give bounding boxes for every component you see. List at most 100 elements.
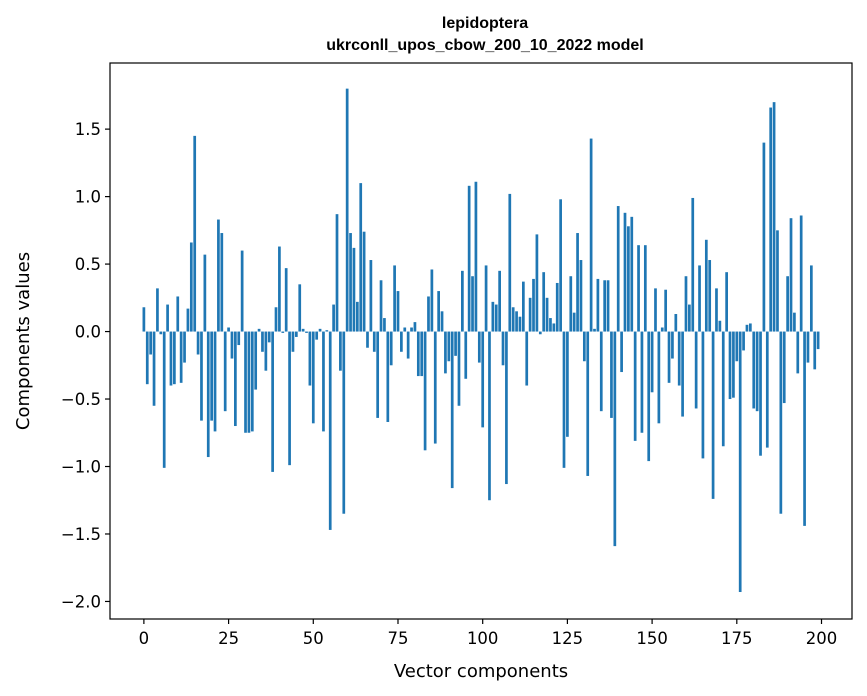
bar-152 [657,331,661,424]
bar-103 [491,301,495,332]
chart-title: lepidoptera [442,15,528,32]
bar-28 [237,331,241,346]
bar-36 [264,331,268,371]
bar-30 [244,331,247,433]
bar-58 [339,331,342,371]
bar-172 [725,272,728,332]
bar-171 [721,331,725,447]
bar-139 [613,331,617,547]
x-tick-label-50: 50 [303,629,324,648]
bar-37 [267,331,271,343]
x-tick-label-200: 200 [806,629,838,648]
bar-144 [630,216,634,332]
bar-164 [698,265,701,332]
bar-32 [250,331,254,432]
bar-124 [562,331,566,468]
plot-frame [109,62,853,620]
bar-52 [318,328,322,332]
bar-18 [203,254,207,332]
bar-176 [738,331,742,593]
bar-22 [217,219,220,332]
bar-170 [718,320,722,332]
bar-84 [427,296,430,332]
bar-93 [457,331,461,406]
bar-169 [715,288,718,332]
bar-166 [704,239,708,332]
bar-156 [671,331,674,359]
bar-185 [769,107,773,332]
y-tick-label-4: 0.0 [75,323,101,342]
bar-17 [200,331,203,421]
bar-60 [345,88,349,332]
bar-109 [511,307,515,332]
bar-10 [176,296,180,332]
bar-55 [328,331,332,530]
bar-86 [433,331,437,444]
bar-7 [166,304,169,332]
chart-subtitle: ukrconll_upos_cbow_200_10_2022 model [326,37,643,54]
bar-31 [247,331,251,433]
bar-51 [315,331,319,340]
bar-141 [620,331,623,373]
bar-41 [281,331,285,333]
bar-20 [210,331,213,421]
bar-97 [471,276,474,332]
bar-183 [762,142,766,332]
bar-189 [782,331,786,404]
bar-106 [501,331,505,366]
bar-43 [288,331,291,466]
bar-26 [230,331,234,359]
x-axis-ticks: 0 25 50 75 100 125 150 175 200 [139,619,838,648]
x-tick-label-25: 25 [218,629,239,648]
bar-98 [474,181,478,332]
bar-101 [484,265,488,332]
bar-104 [494,304,498,332]
bar-66 [366,331,369,348]
bar-3 [152,331,156,406]
bar-119 [545,297,549,332]
bar-50 [311,331,315,424]
bar-9 [173,331,176,385]
bar-186 [772,102,776,332]
bar-197 [809,265,813,332]
bar-167 [708,260,712,332]
bar-181 [755,331,759,412]
bar-131 [586,331,590,476]
bar-69 [376,331,380,418]
bar-159 [681,331,684,417]
y-tick-label-3: −0.5 [61,390,101,409]
y-tick-label-6: 1.0 [75,188,101,207]
bar-123 [559,199,562,332]
bar-80 [413,322,417,332]
bar-76 [400,331,403,352]
y-tick-label-0: −2.0 [61,592,101,611]
bar-132 [589,138,593,332]
bar-134 [596,278,600,332]
bar-128 [576,233,579,332]
bar-125 [566,331,569,437]
bar-88 [440,311,444,332]
bar-184 [765,331,769,448]
bar-64 [359,183,363,332]
bar-177 [742,331,745,351]
bar-111 [518,316,522,332]
bar-33 [254,331,258,390]
bar-74 [393,265,396,332]
bar-89 [444,331,447,374]
bar-56 [332,304,335,332]
bar-174 [732,331,735,398]
bar-142 [623,212,627,332]
bar-16 [196,331,200,355]
bar-25 [227,327,230,332]
bar-148 [643,245,647,332]
x-tick-label-175: 175 [721,629,753,648]
bar-102 [488,331,491,501]
bar-133 [593,328,596,332]
bar-175 [735,331,739,362]
bar-65 [362,231,366,332]
bar-157 [674,314,678,332]
bar-129 [579,260,583,332]
bar-153 [660,327,664,332]
bar-54 [325,330,329,332]
bar-27 [234,331,237,427]
